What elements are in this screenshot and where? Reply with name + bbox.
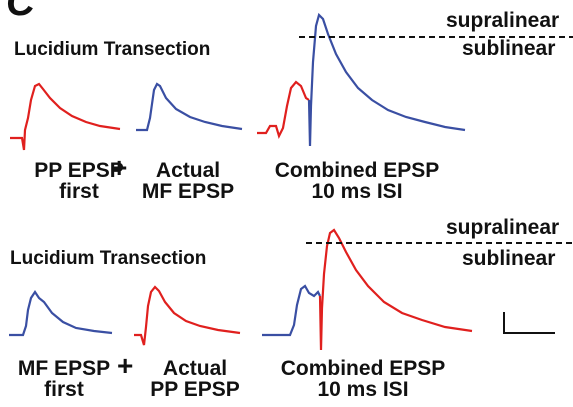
row2-mf-first-trace (9, 290, 113, 337)
row2-threshold-above: supralinear (446, 216, 560, 239)
row2-actual-line1: Actual (162, 357, 228, 380)
row2-combined-line1: Combined EPSP (280, 357, 446, 380)
row2-first-label: MF EPSP first (8, 358, 120, 401)
row1-combined-label: Combined EPSP 10 ms ISI (262, 160, 452, 203)
row1-mf-actual-trace (136, 82, 243, 132)
row1-first-label: PP EPSP first (10, 160, 148, 203)
row2-first-line2: first (44, 378, 84, 402)
row2-actual-line2: PP EPSP (150, 378, 240, 402)
panel-letter: C (6, 0, 35, 24)
row2-combined-line2: 10 ms ISI (317, 378, 409, 402)
row1-actual-line2: MF EPSP (141, 180, 235, 204)
row1-combined-line1: Combined EPSP (274, 159, 440, 182)
row1-threshold-below: sublinear (462, 37, 556, 60)
row2-combined-mf-part (262, 284, 321, 337)
row2-title: Lucidium Transection (10, 248, 207, 269)
row2-pp-actual-trace (134, 285, 241, 346)
row1-threshold-above: supralinear (446, 9, 560, 32)
row2-threshold-below: sublinear (462, 247, 556, 270)
row1-plus: + (111, 152, 128, 183)
row1-actual-line1: Actual (155, 159, 221, 182)
row1-combined-mf-part (307, 12, 466, 147)
row1-first-line2: first (59, 180, 99, 204)
row2-combined-pp-part (318, 228, 473, 351)
row1-combined-line2: 10 ms ISI (311, 180, 403, 204)
row2-combined-label: Combined EPSP 10 ms ISI (268, 358, 458, 401)
row1-actual-label: Actual MF EPSP (133, 160, 243, 203)
row1-pp-first-trace (10, 82, 121, 151)
row2-actual-label: Actual PP EPSP (140, 358, 250, 401)
row2-first-line1: MF EPSP (17, 357, 111, 380)
row1-combined-pp-part (257, 80, 310, 139)
row1-title: Lucidium Transection (14, 39, 211, 60)
row1-first-line1: PP EPSP (34, 159, 124, 182)
scale-bar-icon (503, 312, 555, 334)
row2-plus: + (117, 350, 134, 381)
